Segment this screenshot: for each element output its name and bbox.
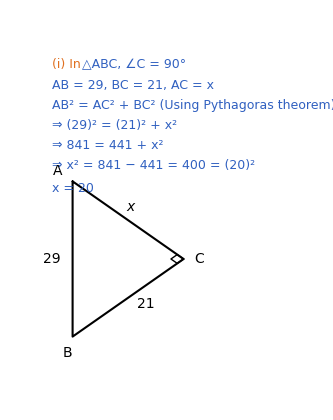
Text: x = 20: x = 20 bbox=[52, 182, 94, 195]
Text: x: x bbox=[127, 200, 135, 214]
Text: 29: 29 bbox=[43, 252, 61, 266]
Text: 21: 21 bbox=[137, 297, 155, 311]
Text: C: C bbox=[194, 252, 204, 266]
Text: ⇒ 841 = 441 + x²: ⇒ 841 = 441 + x² bbox=[52, 139, 164, 152]
Text: AB² = AC² + BC² (Using Pythagoras theorem): AB² = AC² + BC² (Using Pythagoras theore… bbox=[52, 99, 333, 112]
Text: A: A bbox=[53, 164, 62, 178]
Text: (i) In: (i) In bbox=[52, 58, 85, 71]
Text: ⇒ x² = 841 − 441 = 400 = (20)²: ⇒ x² = 841 − 441 = 400 = (20)² bbox=[52, 159, 255, 172]
Text: △ABC, ∠C = 90°: △ABC, ∠C = 90° bbox=[82, 58, 186, 71]
Text: B: B bbox=[63, 346, 72, 360]
Text: AB = 29, BC = 21, AC = x: AB = 29, BC = 21, AC = x bbox=[52, 79, 214, 92]
Text: ⇒ (29)² = (21)² + x²: ⇒ (29)² = (21)² + x² bbox=[52, 118, 177, 131]
